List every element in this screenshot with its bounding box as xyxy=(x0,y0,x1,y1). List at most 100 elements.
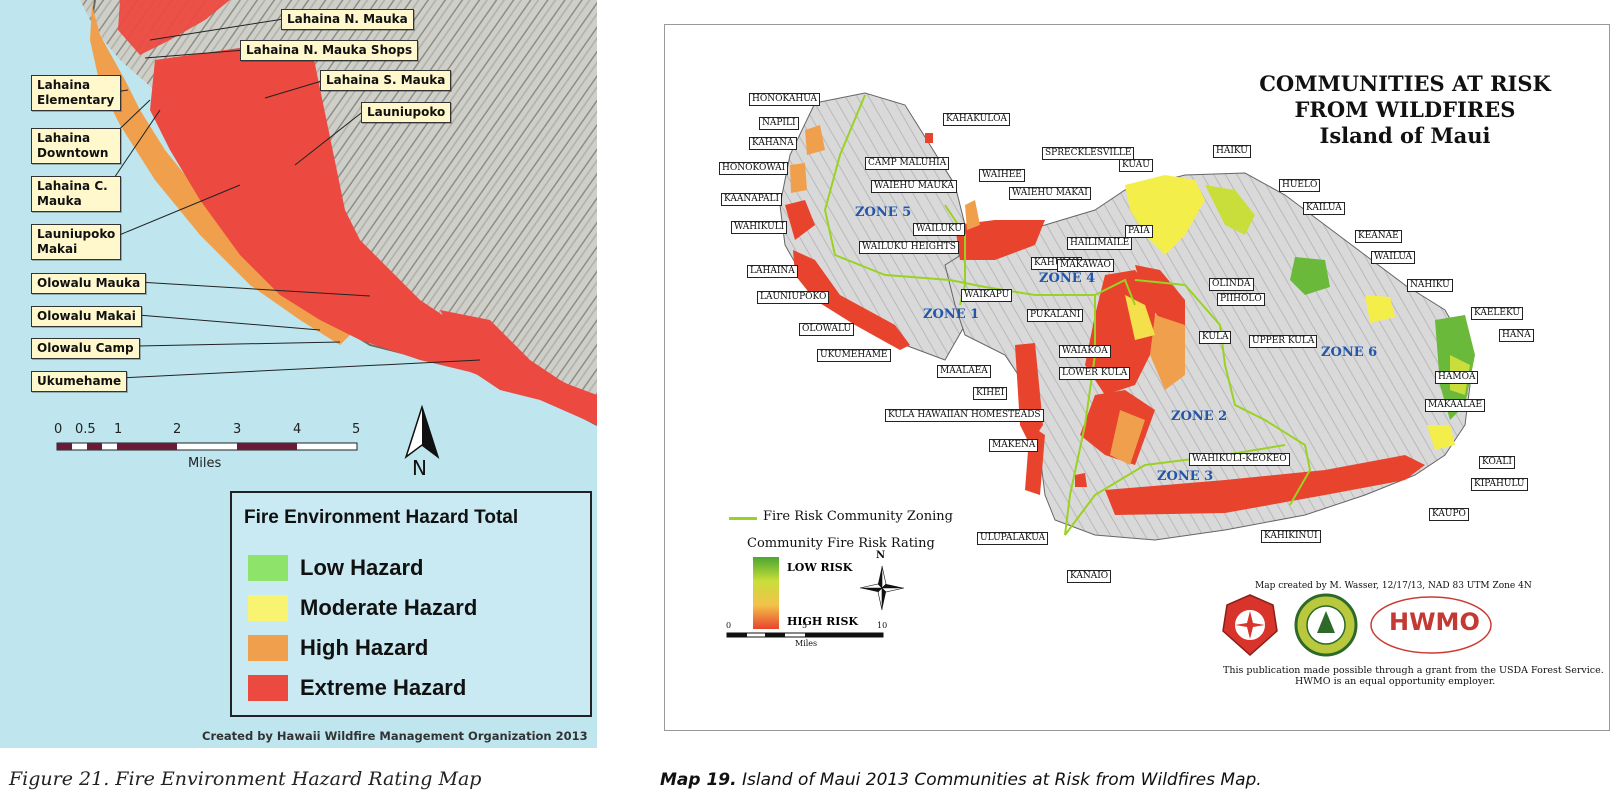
legend-swatch xyxy=(248,555,288,581)
north-label: N xyxy=(412,456,427,480)
label-kanaio: KANAIO xyxy=(1067,570,1112,583)
scale-tick-0: 0 xyxy=(54,422,63,437)
risk-area xyxy=(955,220,1045,260)
callout-lahaina-c-mauka: Lahaina C. Mauka xyxy=(31,176,121,212)
callout-lahaina-elementary: Lahaina Elementary xyxy=(31,75,121,111)
label-kahikinui: KAHIKINUI xyxy=(1261,530,1321,543)
label-huelo: HUELO xyxy=(1279,179,1321,192)
label-waiakoa: WAIAKOA xyxy=(1059,345,1111,358)
fire-dept-badge-icon xyxy=(1222,594,1278,657)
risk-area xyxy=(1427,425,1455,450)
label-kaupo: KAUPO xyxy=(1429,508,1469,521)
compass-rose-icon xyxy=(859,565,905,611)
risk-area xyxy=(1365,295,1395,323)
label-wahikuli-keokeo: WAHIKULI-KEOKEO xyxy=(1189,453,1290,466)
risk-area xyxy=(1105,455,1425,515)
zone-label: ZONE 4 xyxy=(1039,271,1096,286)
legend-swatch xyxy=(248,635,288,661)
callout-lahaina-n-mauka-shops: Lahaina N. Mauka Shops xyxy=(240,40,419,61)
label-honokowai: HONOKOWAI xyxy=(719,162,789,175)
label-camp-maluhia: CAMP MALUHIA xyxy=(865,157,950,170)
zoning-line-swatch xyxy=(729,517,757,520)
label-nahiku: NAHIKU xyxy=(1407,279,1453,292)
extreme-hazard-east xyxy=(440,310,597,425)
zoning-legend-label: Fire Risk Community Zoning xyxy=(763,509,953,524)
label-waihee: WAIHEE xyxy=(979,169,1025,182)
callout-ukumehame: Ukumehame xyxy=(31,371,128,392)
label-wailua: WAILUA xyxy=(1371,251,1416,264)
risk-area xyxy=(1125,295,1155,340)
rating-high-label: HIGH RISK xyxy=(787,615,858,628)
callout-olowalu-camp: Olowalu Camp xyxy=(31,338,140,359)
scale-bar xyxy=(56,442,358,451)
callout-launiupoko: Launiupoko xyxy=(361,102,452,123)
left-map-graphic xyxy=(80,0,597,426)
scale-unit: Miles xyxy=(795,639,818,648)
callout-olowalu-mauka: Olowalu Mauka xyxy=(31,273,147,294)
label-wailuku-heights: WAILUKU HEIGHTS xyxy=(859,241,959,254)
scale-tick-1: 1 xyxy=(114,422,123,437)
extreme-hazard-main xyxy=(150,40,597,425)
label-kahana: KAHANA xyxy=(749,137,797,150)
title-line-1: COMMUNITIES AT RISK xyxy=(1259,71,1551,96)
hwmo-logo-text: HWMO xyxy=(1389,608,1480,636)
label-kaeleku: KAELEKU xyxy=(1471,307,1523,320)
north-label: N xyxy=(876,550,886,561)
label-piiholo: PIIHOLO xyxy=(1217,293,1265,306)
scale-tick-2: 2 xyxy=(173,422,182,437)
label-honokahua: HONOKAHUA xyxy=(749,93,820,106)
extreme-hazard-north xyxy=(118,0,230,55)
label-hailimaile: HAILIMAILE xyxy=(1067,237,1133,250)
risk-area xyxy=(1135,265,1185,325)
risk-area xyxy=(925,133,933,143)
label-kula: KULA xyxy=(1199,331,1232,344)
label-waiehu-makai: WAIEHU MAKAI xyxy=(1009,187,1091,200)
risk-area xyxy=(793,250,910,350)
scale-unit: Miles xyxy=(188,456,222,471)
zone-label: ZONE 5 xyxy=(855,205,912,220)
scale-tick-5: 5 xyxy=(352,422,361,437)
callout-olowalu-makai: Olowalu Makai xyxy=(31,306,142,327)
legend-label: Extreme Hazard xyxy=(300,675,467,700)
label-spreckelsville: SPRECKLESVILLE xyxy=(1042,147,1135,160)
map-caption-text: Island of Maui 2013 Communities at Risk … xyxy=(742,770,1262,790)
forestry-seal-icon xyxy=(1294,593,1358,657)
label-kaanapali: KAANAPALI xyxy=(721,193,782,206)
sponsor-logos xyxy=(1222,593,1492,657)
scale-tick-0: 0 xyxy=(726,621,732,630)
callout-lahaina-downtown: Lahaina Downtown xyxy=(31,128,121,164)
risk-area xyxy=(1110,410,1145,465)
risk-area xyxy=(805,125,825,155)
label-ukumehame: UKUMEHAME xyxy=(817,349,891,362)
callout-launiupoko-makai: Launiupoko Makai xyxy=(31,224,121,260)
legend-swatch xyxy=(248,595,288,621)
zone-label: ZONE 2 xyxy=(1171,409,1228,424)
legend-label: Moderate Hazard xyxy=(300,595,478,620)
label-makena: MAKENA xyxy=(989,439,1039,452)
risk-area xyxy=(1075,473,1087,487)
risk-area xyxy=(965,200,980,230)
map-title: COMMUNITIES AT RISK FROM WILDFIRES Islan… xyxy=(1255,71,1555,149)
label-kipahulu: KIPAHULU xyxy=(1471,478,1528,491)
hazard-legend: Fire Environment Hazard Total Low Hazard… xyxy=(230,491,592,717)
legend-label: Low Hazard xyxy=(300,555,424,580)
label-kihei: KIHEI xyxy=(973,387,1008,400)
rating-legend-title: Community Fire Risk Rating xyxy=(747,536,935,551)
hwmo-logo-icon xyxy=(1370,596,1492,654)
label-haiku: HAIKU xyxy=(1213,145,1251,158)
legend-title: Fire Environment Hazard Total xyxy=(244,507,519,528)
label-paia: PAIA xyxy=(1125,225,1153,238)
title-line-3: Island of Maui xyxy=(1319,123,1491,148)
scale-tick-10: 10 xyxy=(877,621,888,630)
label-wailuku: WAILUKU xyxy=(913,223,965,236)
zone-label: ZONE 3 xyxy=(1157,469,1214,484)
label-olinda: OLINDA xyxy=(1209,278,1254,291)
north-arrow-icon xyxy=(404,405,440,460)
label-maalaea: MAALAEA xyxy=(937,365,991,378)
label-ulupalakua: ULUPALAKUA xyxy=(977,532,1049,545)
risk-area xyxy=(785,200,815,240)
label-upper-kula: UPPER KULA xyxy=(1249,335,1318,348)
label-hana: HANA xyxy=(1499,329,1534,342)
scale-bar xyxy=(726,632,884,638)
map-caption-label: Map 19. xyxy=(660,770,737,790)
